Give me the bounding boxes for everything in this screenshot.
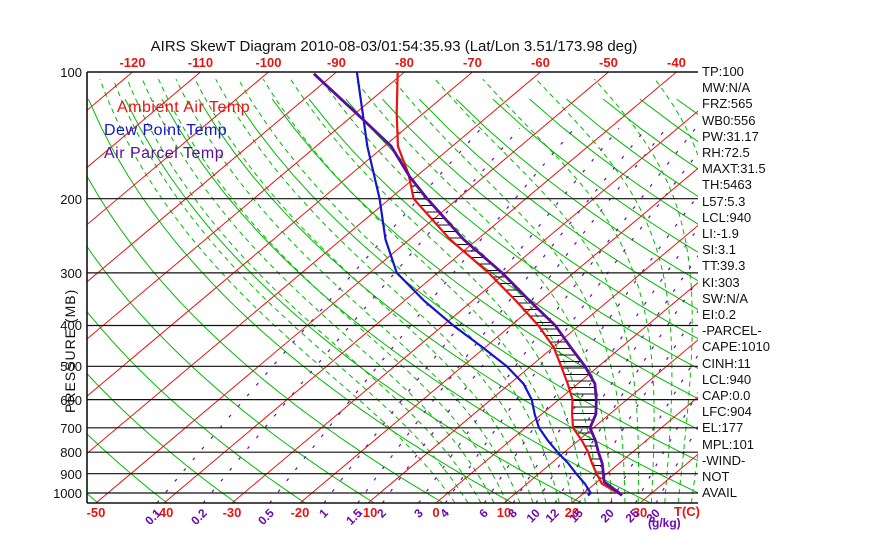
pressure-tick-1000: 1000 bbox=[53, 486, 82, 501]
stat-line: CAPE:1010 bbox=[702, 339, 770, 355]
legend-ambient-air-temp: Ambient Air Temp bbox=[117, 99, 251, 116]
pressure-tick-600: 600 bbox=[60, 392, 82, 408]
pressure-tick-200: 200 bbox=[60, 191, 82, 207]
stats-panel: TP:100 MW:N/A FRZ:565 WB0:556 PW:31.17 RH:72.… bbox=[702, 64, 770, 501]
top-temp-tick--110: -110 bbox=[187, 55, 214, 70]
bottom-temp-tick--30: -30 bbox=[222, 505, 242, 520]
dew-point-curve bbox=[355, 72, 593, 497]
bottom-temp-tick-20: 20 bbox=[564, 505, 580, 520]
stat-line: NOT bbox=[702, 469, 730, 485]
top-temp-tick--50: -50 bbox=[599, 55, 618, 70]
stat-line: LFC:904 bbox=[702, 404, 752, 420]
stat-line: RH:72.5 bbox=[702, 145, 750, 161]
ambient-temp-curve bbox=[395, 72, 623, 497]
stat-line: -PARCEL- bbox=[702, 323, 762, 339]
top-temp-tick--70: -70 bbox=[463, 55, 482, 70]
sounding-curves bbox=[312, 72, 623, 497]
legend-dew-point-temp: Dew Point Temp bbox=[104, 122, 228, 139]
page-title: AIRS SkewT Diagram 2010-08-03/01:54:35.9… bbox=[150, 38, 638, 55]
pressure-tick-900: 900 bbox=[60, 466, 82, 482]
top-temp-tick--40: -40 bbox=[667, 55, 686, 70]
stat-line: EI:0.2 bbox=[702, 307, 736, 323]
temp-axis-unit: T(C) bbox=[674, 504, 700, 519]
stat-line: -WIND- bbox=[702, 452, 746, 468]
pressure-tick-500: 500 bbox=[60, 359, 82, 375]
stat-line: PW:31.17 bbox=[702, 128, 759, 144]
bottom-temp-tick-0: 0 bbox=[432, 505, 440, 520]
stat-line: MW:N/A bbox=[702, 80, 751, 96]
stat-line: SW:N/A bbox=[702, 290, 748, 306]
stat-line: KI:303 bbox=[702, 274, 740, 290]
pressure-tick-100: 100 bbox=[60, 65, 82, 80]
bottom-temp-tick-30: 30 bbox=[632, 505, 648, 520]
bottom-temp-tick--20: -20 bbox=[290, 505, 310, 520]
parcel-temp-curve bbox=[312, 72, 623, 497]
top-temp-tick--90: -90 bbox=[327, 55, 346, 70]
pressure-tick-700: 700 bbox=[60, 420, 82, 436]
stat-line: CINH:11 bbox=[702, 355, 751, 371]
top-temp-tick--80: -80 bbox=[395, 55, 414, 70]
stat-line: L57:5.3 bbox=[702, 193, 746, 209]
stat-line: CAP:0.0 bbox=[702, 388, 751, 404]
stat-line: TT:39.3 bbox=[702, 258, 746, 274]
stat-line: EL:177 bbox=[702, 420, 744, 436]
bottom-temp-tick--10: -10 bbox=[358, 505, 378, 520]
stat-line: LCL:940 bbox=[702, 209, 752, 225]
stat-line: LCL:940 bbox=[702, 371, 752, 387]
top-temp-tick--60: -60 bbox=[531, 55, 550, 70]
pressure-tick-400: 400 bbox=[60, 318, 82, 334]
stat-line: AVAIL bbox=[702, 485, 737, 501]
stat-line: FRZ:565 bbox=[702, 96, 753, 112]
pressure-tick-300: 300 bbox=[60, 265, 82, 281]
legend-air-parcel-temp: Air Parcel Temp bbox=[104, 145, 225, 162]
top-temp-tick--120: -120 bbox=[119, 55, 146, 70]
bottom-temp-tick--40: -40 bbox=[154, 505, 174, 520]
stat-line: LI:-1.9 bbox=[702, 226, 739, 242]
stat-line: SI:3.1 bbox=[702, 242, 736, 258]
mixing-ratio-unit: (g/kg) bbox=[648, 516, 681, 530]
stat-line: MAXT:31.5 bbox=[702, 161, 766, 177]
stat-line: TH:5463 bbox=[702, 177, 752, 193]
pressure-tick-800: 800 bbox=[60, 445, 82, 461]
stat-line: WB0:556 bbox=[702, 112, 756, 128]
bottom-temp-tick-10: 10 bbox=[496, 505, 512, 520]
stat-line: TP:100 bbox=[702, 64, 744, 79]
top-temp-tick--100: -100 bbox=[255, 55, 282, 70]
stat-line: MPL:101 bbox=[702, 436, 755, 452]
bottom-temp-tick--50: -50 bbox=[86, 505, 106, 520]
